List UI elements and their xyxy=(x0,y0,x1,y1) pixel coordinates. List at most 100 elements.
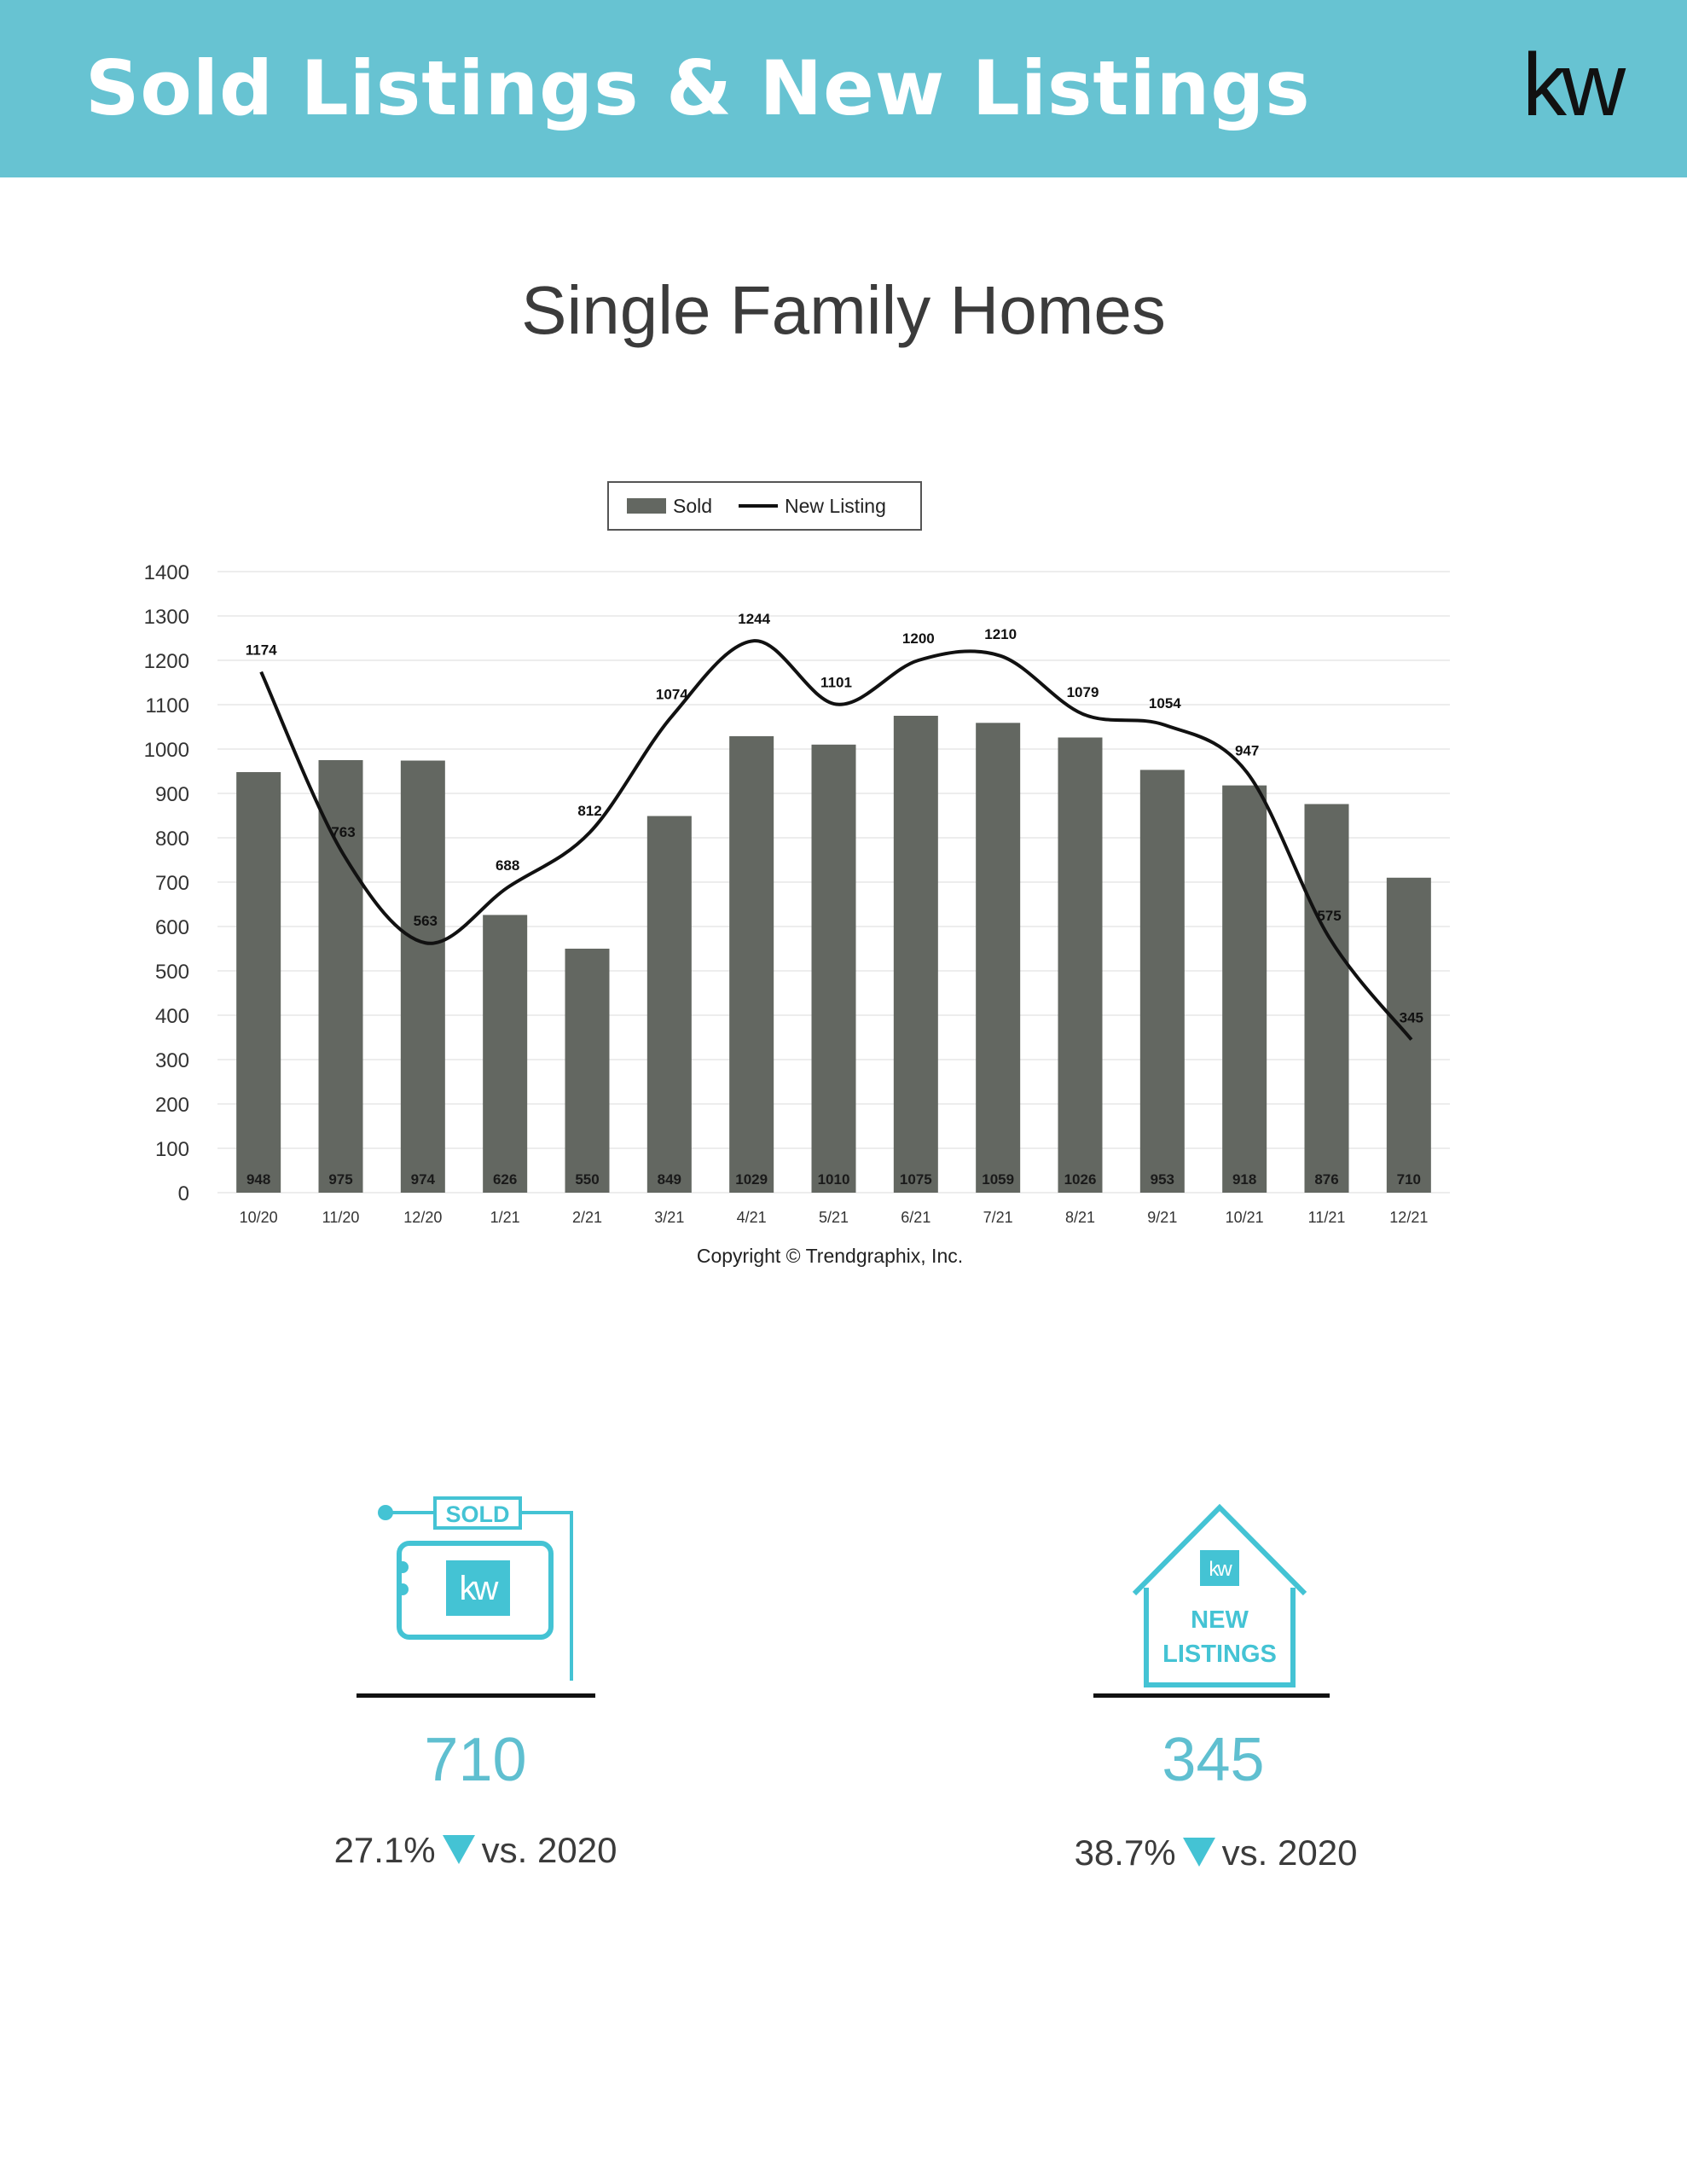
new-listings-value: 345 xyxy=(1162,1726,1265,1794)
sold-bar-value-label: 948 xyxy=(246,1171,270,1188)
sold-bar xyxy=(729,735,774,1193)
x-tick-label: 10/21 xyxy=(1226,1209,1264,1226)
new-listings-comparison: vs. 2020 xyxy=(1221,1833,1358,1873)
section-title: Single Family Homes xyxy=(521,272,1166,348)
y-tick-label: 800 xyxy=(155,828,189,851)
new-listings-change: 38.7% vs. 2020 xyxy=(1022,1833,1410,1873)
sold-bar-value-label: 1075 xyxy=(900,1171,932,1188)
sold-tag-text: SOLD xyxy=(445,1502,509,1527)
sold-bar-value-label: 626 xyxy=(493,1171,517,1188)
y-tick-label: 1300 xyxy=(144,606,189,629)
new-listing-value-label: 812 xyxy=(577,803,601,819)
new-listing-value-label: 1054 xyxy=(1149,695,1181,712)
new-listing-value-label: 947 xyxy=(1235,743,1259,759)
legend-new-listing-label: New Listing xyxy=(785,495,886,517)
new-listings-percent: 38.7% xyxy=(1074,1833,1176,1873)
sold-bar xyxy=(646,816,692,1193)
new-listing-value-label: 575 xyxy=(1317,908,1341,924)
sold-bar xyxy=(811,744,856,1193)
sold-bar-value-label: 550 xyxy=(575,1171,599,1188)
y-tick-label: 900 xyxy=(155,783,189,806)
new-listings-house-icon: kw NEW LISTINGS xyxy=(1132,1503,1307,1687)
new-listing-value-label: 1074 xyxy=(656,687,688,703)
x-tick-label: 2/21 xyxy=(572,1209,602,1226)
x-tick-label: 4/21 xyxy=(737,1209,767,1226)
sold-bar xyxy=(400,760,445,1193)
sold-bar-value-label: 1029 xyxy=(735,1171,768,1188)
sold-bar xyxy=(1058,737,1103,1193)
x-tick-label: 5/21 xyxy=(819,1209,849,1226)
x-tick-label: 12/21 xyxy=(1389,1209,1428,1226)
y-tick-label: 300 xyxy=(155,1049,189,1072)
sold-sign-icon: SOLD kw xyxy=(378,1496,573,1681)
sold-bar-value-label: 1059 xyxy=(982,1171,1014,1188)
sold-bar-value-label: 1026 xyxy=(1064,1171,1097,1188)
y-tick-label: 700 xyxy=(155,872,189,895)
sign-logo-box xyxy=(446,1560,510,1616)
page-title: Sold Listings & New Listings xyxy=(85,44,1311,132)
x-tick-label: 3/21 xyxy=(654,1209,684,1226)
y-tick-label: 1100 xyxy=(145,694,189,717)
sold-bar-value-label: 918 xyxy=(1232,1171,1256,1188)
sold-bar xyxy=(893,716,938,1193)
y-tick-label: 1200 xyxy=(144,650,189,673)
new-listing-line xyxy=(259,639,1413,1041)
x-tick-label: 11/20 xyxy=(322,1209,360,1226)
new-listing-value-label: 1200 xyxy=(902,630,935,647)
new-listing-value-label: 1101 xyxy=(820,674,852,690)
x-tick-label: 8/21 xyxy=(1065,1209,1095,1226)
house-logo-text: kw xyxy=(1209,1558,1232,1581)
sold-bar xyxy=(236,772,281,1193)
new-listing-value-label: 1244 xyxy=(738,611,770,627)
kw-logo: kw xyxy=(1522,41,1629,130)
kw-logo-text: kw xyxy=(1522,36,1626,135)
new-listing-value-label: 563 xyxy=(414,913,438,929)
new-listing-value-label: 688 xyxy=(496,857,519,874)
sold-bar xyxy=(483,915,528,1193)
sold-comparison: vs. 2020 xyxy=(481,1830,617,1870)
new-listings-divider xyxy=(1093,1693,1330,1698)
y-tick-label: 600 xyxy=(155,916,189,939)
y-tick-label: 1400 xyxy=(144,561,189,584)
y-tick-label: 0 xyxy=(178,1182,189,1205)
sold-bar xyxy=(1222,785,1267,1193)
down-triangle-icon xyxy=(442,1835,475,1864)
header-bar: Sold Listings & New Listings kw xyxy=(0,0,1687,177)
x-tick-label: 10/20 xyxy=(240,1209,278,1226)
y-tick-label: 200 xyxy=(155,1094,189,1117)
down-triangle-icon xyxy=(1182,1838,1215,1867)
new-listing-value-label: 345 xyxy=(1400,1010,1423,1026)
sold-percent: 27.1% xyxy=(333,1830,436,1870)
sold-bar xyxy=(1304,804,1349,1193)
sold-bar-value-label: 876 xyxy=(1314,1171,1338,1188)
sold-change: 27.1% vs. 2020 xyxy=(281,1830,670,1871)
x-tick-label: 6/21 xyxy=(901,1209,930,1226)
y-tick-label: 100 xyxy=(155,1138,189,1161)
x-tick-label: 12/20 xyxy=(403,1209,442,1226)
sold-divider xyxy=(357,1693,595,1698)
x-tick-label: 11/21 xyxy=(1308,1209,1346,1226)
sold-bar-value-label: 953 xyxy=(1151,1171,1174,1188)
new-listing-value-label: 1174 xyxy=(246,642,277,659)
new-listing-value-label: 763 xyxy=(331,824,355,840)
sign-logo-text: kw xyxy=(460,1570,499,1607)
house-label-line1: NEW xyxy=(1191,1606,1249,1634)
sold-vs-new-listings-chart: 0 100 200 300 400 500 600 700 800 900 1000 1100 1200… xyxy=(144,481,1450,1267)
x-tick-label: 7/21 xyxy=(983,1209,1013,1226)
house-logo-box xyxy=(1200,1550,1239,1586)
sold-bar-value-label: 1010 xyxy=(818,1171,850,1188)
sign-ring-top xyxy=(397,1561,409,1573)
y-tick-label: 400 xyxy=(155,1005,189,1028)
legend-sold-swatch xyxy=(627,498,666,514)
sold-bar xyxy=(976,723,1021,1193)
chart-copyright: Copyright © Trendgraphix, Inc. xyxy=(697,1245,963,1267)
sold-bar xyxy=(318,760,363,1193)
legend-sold-label: Sold xyxy=(673,495,712,517)
new-listing-value-label: 1210 xyxy=(984,626,1017,642)
sold-bar xyxy=(1139,770,1185,1193)
sold-value: 710 xyxy=(424,1726,527,1794)
sold-bar-value-label: 975 xyxy=(328,1171,352,1188)
y-tick-label: 1000 xyxy=(144,739,189,762)
sold-bar xyxy=(565,949,610,1193)
house-label-line2: LISTINGS xyxy=(1162,1641,1277,1668)
